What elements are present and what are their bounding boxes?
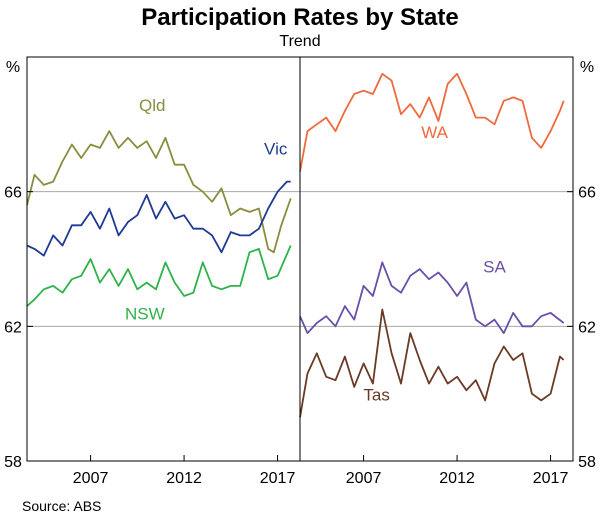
series-label-qld: Qld [139,96,165,115]
y-tick-label-right: 66 [578,185,596,202]
y-tick-label-left: 58 [4,454,22,471]
x-tick-label: 2017 [533,470,569,487]
y-tick-label-right: 62 [578,319,596,336]
series-label-sa: SA [483,257,506,276]
source-note: Source: ABS [22,498,101,514]
x-tick-label: 2012 [166,470,202,487]
series-line-qld [26,130,292,254]
unit-label-left: % [6,59,20,76]
axis-ticks: 2007 2012 2017 2007 2012 2017 58 58 62 62 66 66 [4,185,596,487]
series-label-tas: Tas [363,385,389,404]
series-line-tas [299,308,565,418]
x-tick-label: 2007 [346,470,382,487]
series-line-vic [26,180,291,257]
x-tick-label: 2007 [73,470,109,487]
y-tick-label-left: 66 [4,185,22,202]
chart-subtitle: Trend [279,33,320,50]
series-labels: Qld Vic NSW WA SA Tas [125,96,506,405]
series-label-nsw: NSW [125,305,165,324]
x-tick-label: 2017 [260,470,296,487]
series-line-sa [299,261,565,334]
series-label-wa: WA [421,123,448,142]
y-tick-label-left: 62 [4,319,22,336]
chart-title: Participation Rates by State [141,4,458,31]
series-line-wa [299,72,565,172]
unit-label-right: % [580,59,594,76]
series-line-nsw [26,245,292,307]
series-label-vic: Vic [264,140,288,159]
y-tick-label-right: 58 [578,454,596,471]
series-lines [26,72,565,418]
x-tick-label: 2012 [439,470,475,487]
